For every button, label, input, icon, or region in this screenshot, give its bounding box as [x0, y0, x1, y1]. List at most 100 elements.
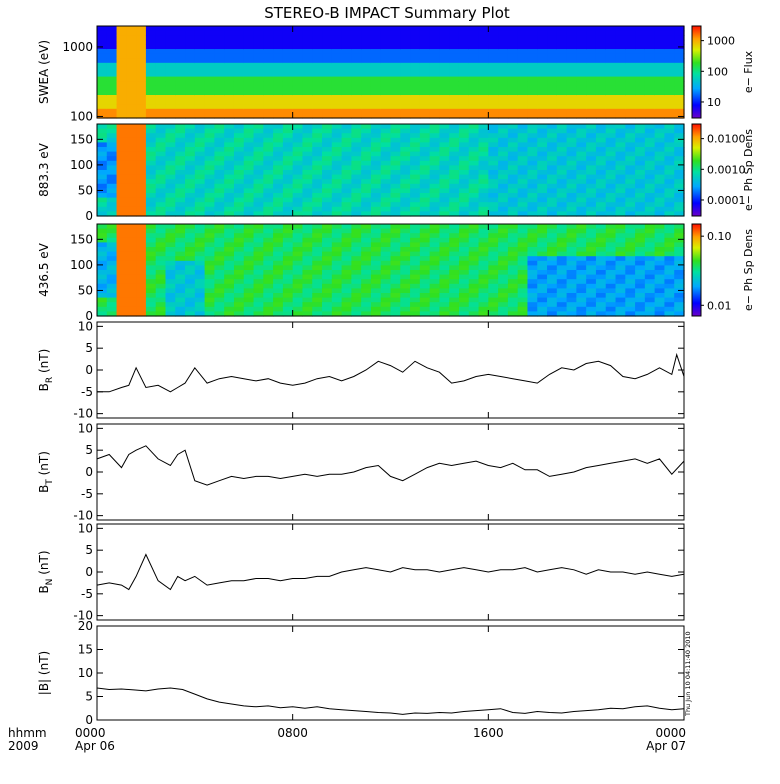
heatmap-cell [566, 202, 577, 208]
heatmap-cell [155, 279, 167, 285]
heatmap-cell [644, 170, 656, 176]
heatmap-cell [273, 49, 284, 55]
heatmap-cell [341, 293, 352, 299]
heatmap-cell [556, 233, 568, 239]
heatmap-cell [547, 108, 558, 114]
heatmap-cell [478, 183, 489, 189]
heatmap-cell [605, 30, 617, 36]
heatmap-cell [282, 228, 294, 234]
heatmap-cell [361, 30, 372, 36]
heatmap-cell [312, 53, 323, 59]
heatmap-cell [458, 251, 470, 257]
heatmap-cell [214, 270, 225, 276]
heatmap-cell [116, 90, 127, 96]
heatmap-cell [664, 228, 675, 234]
y-tick-label: 5 [85, 443, 93, 457]
heatmap-cell [292, 279, 304, 285]
heatmap-cell [224, 49, 235, 55]
heatmap-cell [194, 44, 206, 50]
heatmap-cell [429, 62, 441, 68]
heatmap-cell [674, 147, 685, 153]
heatmap-cell [331, 58, 343, 64]
heatmap-cell [380, 26, 392, 32]
heatmap-cell [312, 67, 323, 73]
heatmap-cell [478, 142, 489, 148]
heatmap-cell [185, 104, 196, 110]
heatmap-cell [390, 228, 401, 234]
heatmap-cell [292, 233, 304, 239]
heatmap-cell [331, 179, 343, 185]
heatmap-cell [322, 283, 333, 289]
heatmap-cell [380, 206, 392, 212]
heatmap-cell [185, 293, 196, 299]
heatmap-cell [449, 62, 460, 68]
heatmap-cell [527, 170, 538, 176]
heatmap-cell [175, 224, 186, 230]
heatmap-cell [547, 237, 558, 243]
heatmap-cell [449, 311, 460, 317]
heatmap-cell [439, 104, 450, 110]
heatmap-cell [282, 202, 294, 208]
heatmap-cell [674, 224, 685, 230]
heatmap-cell [419, 128, 431, 134]
heatmap-cell [194, 202, 206, 208]
heatmap-cell [644, 58, 656, 64]
heatmap-cell [419, 283, 431, 289]
heatmap-cell [664, 279, 675, 285]
heatmap-cell [331, 44, 343, 50]
heatmap-cell [243, 26, 255, 32]
heatmap-cell [468, 104, 480, 110]
heatmap-cell [106, 211, 118, 217]
heatmap-cell [478, 211, 489, 217]
heatmap-cell [194, 72, 206, 78]
heatmap-cell [390, 128, 401, 134]
heatmap-cell [155, 265, 167, 271]
heatmap-cell [380, 90, 392, 96]
heatmap-cell [136, 224, 147, 230]
heatmap-cell [547, 274, 558, 280]
heatmap-cell [507, 260, 519, 266]
heatmap-cell [145, 58, 157, 64]
heatmap-cell [302, 72, 313, 78]
y-tick-label: 5 [85, 543, 93, 557]
heatmap-cell [145, 297, 157, 303]
heatmap-cell [439, 270, 450, 276]
heatmap-cell [654, 260, 666, 266]
heatmap-cell [194, 270, 206, 276]
heatmap-cell [674, 265, 685, 271]
heatmap-cell [527, 53, 538, 59]
heatmap-cell [400, 193, 411, 199]
heatmap-cell [644, 242, 656, 248]
heatmap-cell [322, 67, 333, 73]
heatmap-cell [488, 85, 499, 91]
heatmap-cell [331, 108, 343, 114]
heatmap-cell [586, 311, 597, 317]
heatmap-cell [136, 274, 147, 280]
heatmap-cell [341, 202, 352, 208]
heatmap-cell [253, 165, 264, 171]
heatmap-cell [586, 306, 597, 312]
heatmap-cell [488, 99, 499, 105]
heatmap-cell [145, 39, 157, 45]
heatmap-cell [458, 90, 470, 96]
heatmap-cell [517, 302, 529, 308]
heatmap-cell [635, 283, 646, 289]
heatmap-cell [419, 306, 431, 312]
heatmap-cell [429, 174, 441, 180]
heatmap-cell [635, 124, 646, 130]
heatmap-cell [253, 311, 264, 317]
heatmap-cell [351, 58, 362, 64]
heatmap-cell [517, 211, 529, 217]
heatmap-cell [370, 128, 382, 134]
heatmap-cell [478, 302, 489, 308]
heatmap-cell [458, 124, 470, 130]
heatmap-cell [586, 297, 597, 303]
heatmap-cell [517, 128, 529, 134]
heatmap-cell [527, 67, 538, 73]
heatmap-cell [566, 128, 577, 134]
heatmap-cell [224, 26, 235, 32]
heatmap-cell [537, 247, 548, 253]
heatmap-cell [282, 30, 294, 36]
heatmap-cell [106, 128, 118, 134]
